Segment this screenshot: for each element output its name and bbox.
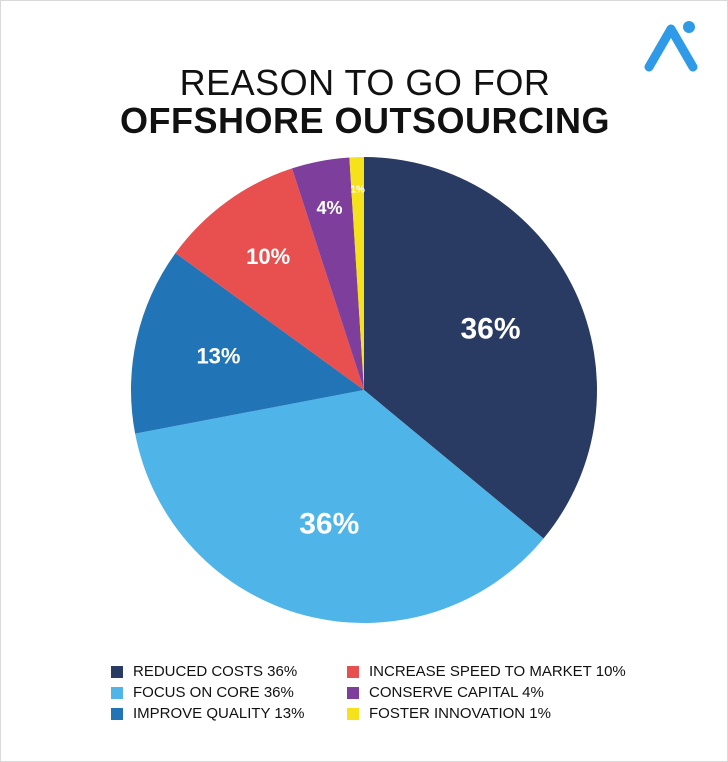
pie-slice-focus-on-core [135, 390, 544, 623]
pie-slice-increase-speed-to-market [175, 168, 364, 390]
legend-item-increase-speed: INCREASE SPEED TO MARKET 10% [347, 661, 626, 682]
legend-swatch [111, 686, 123, 699]
legend-swatch [347, 686, 359, 699]
pie-slice-label: 10% [246, 244, 290, 269]
legend-item-conserve-capital: CONSERVE CAPITAL 4% [347, 682, 626, 703]
legend-swatch [347, 665, 359, 678]
brand-logo-icon [644, 21, 698, 72]
legend-label: IMPROVE QUALITY 13% [133, 705, 305, 722]
pie-slice-label: 13% [196, 343, 240, 368]
legend-column-1: REDUCED COSTS 36% FOCUS ON CORE 36% IMPR… [111, 661, 304, 724]
pie-slice-label: 36% [460, 312, 520, 345]
legend-label: CONSERVE CAPITAL 4% [369, 684, 544, 701]
pie-slice-label: 1% [350, 184, 365, 195]
legend-swatch [111, 665, 123, 678]
chart-title-line1: REASON TO GO FOR [179, 62, 551, 103]
pie-slice-label: 4% [317, 198, 343, 218]
pie-slice-reduced-costs [364, 157, 597, 539]
legend-column-2: INCREASE SPEED TO MARKET 10% CONSERVE CA… [347, 661, 626, 724]
chart-title-line2: OFFSHORE OUTSOURCING [119, 100, 610, 141]
legend-item-improve-quality: IMPROVE QUALITY 13% [111, 703, 304, 724]
chart-title: REASON TO GO FOR OFFSHORE OUTSOURCING [1, 63, 728, 141]
legend-label: INCREASE SPEED TO MARKET 10% [369, 663, 626, 680]
legend-item-foster-innovation: FOSTER INNOVATION 1% [347, 703, 626, 724]
pie-slice-foster-innovation [349, 157, 364, 390]
pie-chart: 36% 36% 13% 10% 4% 1% [131, 157, 597, 623]
pie-slice-conserve-capital [291, 157, 364, 390]
legend-label: FOCUS ON CORE 36% [133, 684, 294, 701]
legend-item-reduced-costs: REDUCED COSTS 36% [111, 661, 304, 682]
legend-swatch [347, 707, 359, 720]
pie-slice-label: 36% [299, 507, 359, 540]
legend-item-focus-on-core: FOCUS ON CORE 36% [111, 682, 304, 703]
pie-slice-improve-quality [131, 253, 364, 434]
legend-label: FOSTER INNOVATION 1% [369, 705, 551, 722]
legend-swatch [111, 707, 123, 720]
legend-label: REDUCED COSTS 36% [133, 663, 298, 680]
